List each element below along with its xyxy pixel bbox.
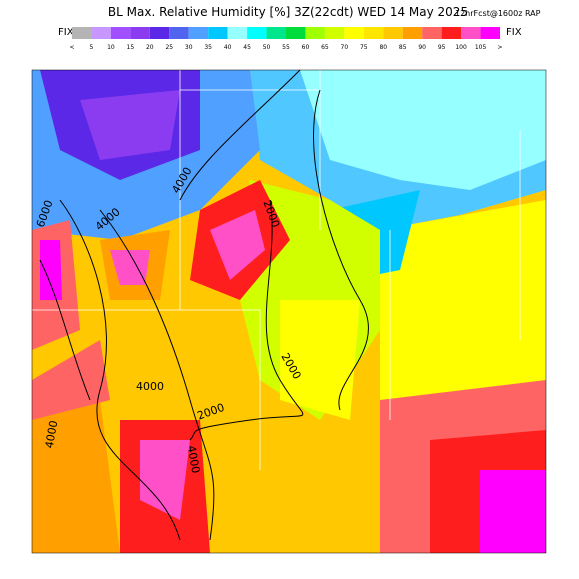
legend-swatch xyxy=(208,27,228,39)
legend-swatch xyxy=(227,27,248,39)
legend-swatch xyxy=(344,27,364,39)
colorbar: <5 10 15 20 25 30 35 40 45 50 55 60 65 70 75 80 85 90 95 10… xyxy=(69,27,503,51)
legend-label: 30 xyxy=(185,44,193,51)
legend-label: 15 xyxy=(127,44,135,51)
fix-left[interactable]: FIX xyxy=(58,27,74,38)
legend-swatch xyxy=(363,27,384,39)
legend-swatch xyxy=(305,27,325,39)
legend-label: 35 xyxy=(204,44,212,51)
legend-swatch xyxy=(110,27,131,39)
legend-swatch xyxy=(149,27,170,39)
legend-swatch xyxy=(480,27,500,39)
legend-swatch xyxy=(247,27,267,39)
legend-swatch xyxy=(188,27,209,39)
legend-swatch xyxy=(383,27,403,39)
legend-swatch xyxy=(130,27,150,39)
legend-label: 60 xyxy=(302,44,310,51)
legend-label: 55 xyxy=(282,44,290,51)
legend-swatch xyxy=(324,27,345,39)
legend-swatch xyxy=(266,27,286,39)
subtitle: 12hrFcst@1600z RAP xyxy=(455,9,541,18)
contour-label: 4000 xyxy=(185,444,203,474)
map xyxy=(31,69,547,554)
legend-swatch xyxy=(441,27,462,39)
legend-label: 10 xyxy=(107,44,115,51)
legend-label: > xyxy=(497,44,502,51)
legend-label: 80 xyxy=(379,44,387,51)
legend-label: 85 xyxy=(399,44,407,51)
legend-swatch xyxy=(422,27,442,39)
title: BL Max. Relative Humidity [%] 3Z(22cdt) … xyxy=(108,5,468,19)
contour-label: 4000 xyxy=(136,380,164,393)
legend-swatch xyxy=(72,27,92,39)
legend-label: 25 xyxy=(165,44,173,51)
legend-label: < xyxy=(69,44,74,51)
contour-label: 4000 xyxy=(43,419,61,449)
fix-right[interactable]: FIX xyxy=(506,27,522,38)
legend-swatch xyxy=(402,27,423,39)
legend-label: 40 xyxy=(224,44,232,51)
legend-label: 45 xyxy=(243,44,251,51)
legend-label: 50 xyxy=(263,44,271,51)
legend-swatch xyxy=(169,27,189,39)
legend-label: 105 xyxy=(475,44,487,51)
legend-swatch xyxy=(91,27,111,39)
legend-label: 95 xyxy=(438,44,446,51)
legend-label: 70 xyxy=(341,44,349,51)
legend-label: 20 xyxy=(146,44,154,51)
legend-swatch xyxy=(286,27,306,39)
legend-label: 65 xyxy=(321,44,329,51)
legend-label: 75 xyxy=(360,44,368,51)
legend-label: 100 xyxy=(455,44,467,51)
legend-swatch xyxy=(461,27,481,39)
legend-label: 90 xyxy=(418,44,426,51)
legend-label: 5 xyxy=(90,44,94,51)
